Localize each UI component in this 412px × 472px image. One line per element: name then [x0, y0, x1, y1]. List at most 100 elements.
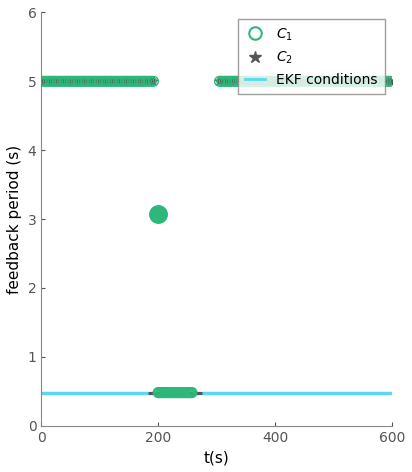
- Point: [246, 77, 253, 85]
- Point: [349, 77, 356, 85]
- Point: [265, 77, 272, 85]
- Point: [186, 389, 193, 396]
- Point: [310, 77, 316, 85]
- Point: [40, 77, 47, 85]
- Point: [157, 389, 164, 396]
- Point: [182, 389, 188, 396]
- Point: [155, 389, 162, 396]
- Point: [373, 77, 379, 85]
- Point: [155, 389, 162, 396]
- Point: [239, 77, 246, 85]
- Point: [261, 77, 267, 85]
- Point: [56, 77, 63, 85]
- Point: [242, 77, 248, 85]
- Point: [345, 77, 351, 85]
- Point: [366, 77, 372, 85]
- Point: [138, 77, 145, 85]
- Point: [183, 389, 190, 396]
- Point: [235, 77, 241, 85]
- Point: [162, 389, 169, 396]
- Point: [63, 77, 70, 85]
- Point: [352, 77, 358, 85]
- Point: [347, 77, 353, 85]
- Point: [66, 77, 73, 85]
- Point: [165, 389, 172, 396]
- Point: [225, 77, 232, 85]
- Point: [136, 77, 143, 85]
- Point: [382, 77, 389, 85]
- Point: [303, 77, 309, 85]
- Point: [232, 77, 239, 85]
- Point: [172, 389, 179, 396]
- Point: [182, 389, 188, 396]
- Point: [108, 77, 115, 85]
- Point: [68, 77, 75, 85]
- Point: [256, 77, 262, 85]
- Point: [359, 77, 365, 85]
- Point: [331, 77, 337, 85]
- Point: [82, 77, 89, 85]
- Point: [117, 77, 124, 85]
- Point: [368, 77, 375, 85]
- Point: [176, 389, 183, 396]
- Point: [38, 77, 44, 85]
- Point: [331, 77, 337, 85]
- Point: [249, 77, 255, 85]
- Point: [158, 389, 165, 396]
- Point: [310, 77, 316, 85]
- Point: [263, 77, 269, 85]
- Point: [61, 77, 68, 85]
- Point: [335, 77, 342, 85]
- Point: [342, 77, 349, 85]
- Point: [179, 389, 186, 396]
- Point: [120, 77, 126, 85]
- Point: [307, 77, 314, 85]
- Point: [263, 77, 269, 85]
- Point: [115, 77, 122, 85]
- Point: [172, 389, 179, 396]
- Point: [218, 77, 225, 85]
- Point: [361, 77, 368, 85]
- Point: [258, 77, 265, 85]
- Point: [251, 77, 258, 85]
- Point: [134, 77, 140, 85]
- Point: [101, 77, 108, 85]
- Point: [277, 77, 283, 85]
- Point: [159, 389, 166, 396]
- Point: [145, 77, 152, 85]
- Point: [156, 389, 163, 396]
- Point: [237, 77, 244, 85]
- Point: [317, 77, 323, 85]
- Point: [103, 77, 110, 85]
- Point: [49, 77, 56, 85]
- Point: [187, 389, 194, 396]
- Point: [61, 77, 68, 85]
- Point: [47, 77, 54, 85]
- Point: [380, 77, 386, 85]
- Point: [338, 77, 344, 85]
- Point: [340, 77, 346, 85]
- Point: [124, 77, 131, 85]
- Point: [335, 77, 342, 85]
- Point: [333, 77, 339, 85]
- Point: [244, 77, 251, 85]
- Point: [134, 77, 140, 85]
- Point: [54, 77, 61, 85]
- Point: [99, 77, 105, 85]
- Point: [85, 77, 91, 85]
- Point: [354, 77, 360, 85]
- Point: [228, 77, 234, 85]
- Point: [42, 77, 49, 85]
- Point: [277, 77, 283, 85]
- Point: [101, 77, 108, 85]
- Point: [249, 77, 255, 85]
- Point: [253, 77, 260, 85]
- Point: [216, 77, 223, 85]
- Point: [163, 389, 170, 396]
- Point: [296, 77, 302, 85]
- Point: [45, 77, 52, 85]
- Point: [108, 77, 115, 85]
- Point: [66, 77, 73, 85]
- Point: [319, 77, 325, 85]
- Point: [189, 389, 195, 396]
